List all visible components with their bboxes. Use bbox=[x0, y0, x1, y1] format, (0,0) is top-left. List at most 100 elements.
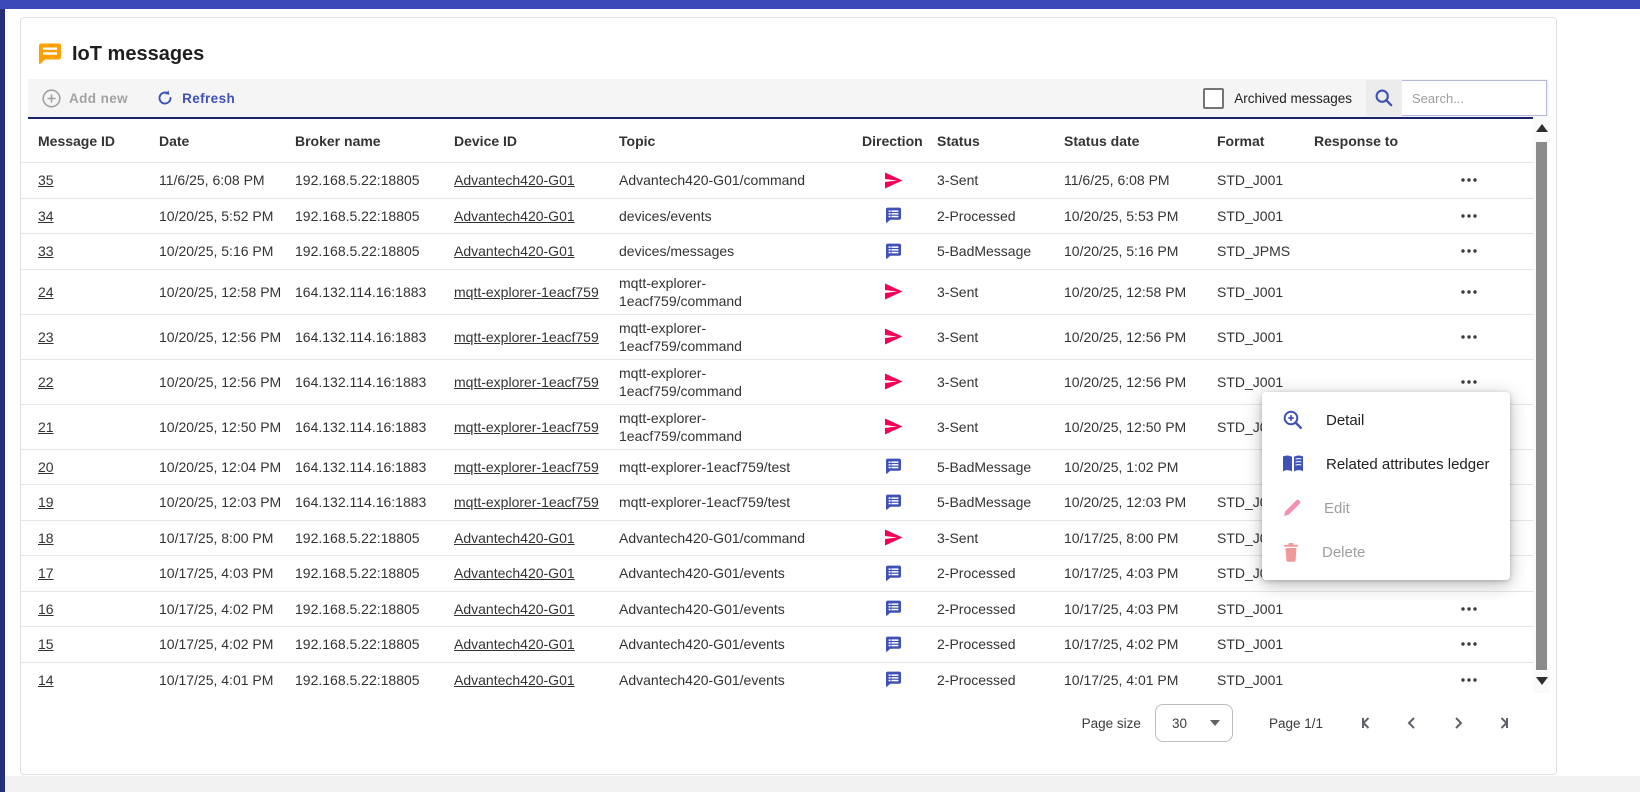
device-id-link[interactable]: Advantech420-G01 bbox=[454, 600, 575, 617]
device-id-link[interactable]: Advantech420-G01 bbox=[454, 172, 575, 189]
plus-circle-icon bbox=[42, 88, 61, 108]
device-id-link[interactable]: Advantech420-G01 bbox=[454, 243, 575, 260]
row-actions-more-icon[interactable] bbox=[1460, 213, 1478, 219]
format-cell: STD_J001 bbox=[1217, 283, 1284, 300]
message-id-link[interactable]: 23 bbox=[38, 328, 54, 345]
broker-name-cell: 192.168.5.22:18805 bbox=[295, 207, 420, 224]
device-id-link[interactable]: Advantech420-G01 bbox=[454, 636, 575, 653]
sent-direction-icon bbox=[884, 529, 903, 546]
row-actions-more-icon[interactable] bbox=[1460, 289, 1478, 295]
column-header-broker-name[interactable]: Broker name bbox=[295, 132, 381, 149]
column-header-response-to[interactable]: Response to bbox=[1314, 132, 1399, 149]
status-cell: 5-BadMessage bbox=[937, 243, 1032, 260]
message-id-link[interactable]: 33 bbox=[38, 243, 54, 260]
column-header-status-date[interactable]: Status date bbox=[1064, 132, 1140, 149]
page-size-select[interactable]: 30 bbox=[1154, 704, 1233, 742]
page-size-value: 30 bbox=[1171, 715, 1187, 731]
row-actions-more-icon[interactable] bbox=[1460, 641, 1478, 647]
status-cell: 3-Sent bbox=[937, 373, 979, 390]
add-new-label: Add new bbox=[69, 90, 129, 106]
direction-cell bbox=[862, 414, 937, 439]
message-id-link[interactable]: 35 bbox=[38, 172, 54, 189]
menu-item-detail[interactable]: Detail bbox=[1262, 398, 1510, 442]
message-id-link[interactable]: 21 bbox=[38, 418, 54, 435]
left-edge-strip bbox=[0, 9, 5, 792]
table-row[interactable]: 34 10/20/25, 5:52 PM 192.168.5.22:18805 … bbox=[21, 199, 1533, 234]
first-page-icon[interactable] bbox=[1357, 714, 1375, 732]
device-id-link[interactable]: Advantech420-G01 bbox=[454, 671, 575, 688]
prev-page-icon[interactable] bbox=[1403, 714, 1421, 732]
search-button[interactable] bbox=[1366, 80, 1402, 116]
scroll-down-arrow-icon[interactable] bbox=[1536, 677, 1548, 685]
column-header-device-id[interactable]: Device ID bbox=[454, 132, 518, 149]
message-id-link[interactable]: 17 bbox=[38, 565, 54, 582]
refresh-button[interactable]: Refresh bbox=[142, 79, 249, 117]
column-header-topic[interactable]: Topic bbox=[619, 132, 656, 149]
direction-cell bbox=[862, 525, 937, 550]
format-cell: STD_J001 bbox=[1217, 328, 1284, 345]
column-header-message-id[interactable]: Message ID bbox=[38, 132, 116, 149]
column-header-direction[interactable]: Direction bbox=[862, 132, 923, 149]
status-date-cell: 10/17/25, 4:03 PM bbox=[1064, 600, 1179, 617]
message-id-link[interactable]: 19 bbox=[38, 494, 54, 511]
pagination-bar: Page size 30 Page 1/1 bbox=[21, 699, 1527, 747]
row-actions-more-icon[interactable] bbox=[1460, 248, 1478, 254]
message-id-link[interactable]: 18 bbox=[38, 529, 54, 546]
table-row[interactable]: 14 10/17/25, 4:01 PM 192.168.5.22:18805 … bbox=[21, 663, 1533, 695]
menu-item-label: Related attributes ledger bbox=[1326, 455, 1490, 473]
column-header-status[interactable]: Status bbox=[937, 132, 980, 149]
date-cell: 10/20/25, 5:16 PM bbox=[159, 243, 274, 260]
table-row[interactable]: 33 10/20/25, 5:16 PM 192.168.5.22:18805 … bbox=[21, 234, 1533, 270]
row-actions-more-icon[interactable] bbox=[1460, 177, 1478, 183]
device-id-link[interactable]: mqtt-explorer-1eacf759 bbox=[454, 418, 599, 435]
message-id-link[interactable]: 24 bbox=[38, 283, 54, 300]
topic-cell: devices/messages bbox=[619, 243, 735, 260]
device-id-link[interactable]: mqtt-explorer-1eacf759 bbox=[454, 283, 599, 300]
message-id-link[interactable]: 20 bbox=[38, 458, 54, 475]
table-row[interactable]: 35 11/6/25, 6:08 PM 192.168.5.22:18805 A… bbox=[21, 163, 1533, 199]
table-row[interactable]: 16 10/17/25, 4:02 PM 192.168.5.22:18805 … bbox=[21, 592, 1533, 627]
date-cell: 10/20/25, 12:58 PM bbox=[159, 283, 282, 300]
add-new-button[interactable]: Add new bbox=[28, 79, 142, 117]
device-id-link[interactable]: Advantech420-G01 bbox=[454, 207, 575, 224]
row-actions-more-icon[interactable] bbox=[1460, 334, 1478, 340]
message-id-link[interactable]: 15 bbox=[38, 636, 54, 653]
table-row[interactable]: 23 10/20/25, 12:56 PM 164.132.114.16:188… bbox=[21, 315, 1533, 360]
device-id-link[interactable]: Advantech420-G01 bbox=[454, 565, 575, 582]
table-header-row: Message ID Date Broker name Device ID To… bbox=[21, 119, 1533, 162]
row-actions-more-icon[interactable] bbox=[1460, 677, 1478, 683]
device-id-link[interactable]: Advantech420-G01 bbox=[454, 529, 575, 546]
next-page-icon[interactable] bbox=[1449, 714, 1467, 732]
status-cell: 5-BadMessage bbox=[937, 494, 1032, 511]
scroll-up-arrow-icon[interactable] bbox=[1536, 124, 1548, 132]
search-input[interactable] bbox=[1402, 80, 1547, 116]
scrollbar-thumb[interactable] bbox=[1536, 142, 1547, 670]
column-header-format[interactable]: Format bbox=[1217, 132, 1265, 149]
last-page-icon[interactable] bbox=[1495, 714, 1513, 732]
device-id-link[interactable]: mqtt-explorer-1eacf759 bbox=[454, 373, 599, 390]
device-id-link[interactable]: mqtt-explorer-1eacf759 bbox=[454, 494, 599, 511]
device-id-link[interactable]: mqtt-explorer-1eacf759 bbox=[454, 458, 599, 475]
table-row[interactable]: 19 10/20/25, 12:03 PM 164.132.114.16:188… bbox=[21, 485, 1533, 521]
archived-messages-checkbox[interactable] bbox=[1203, 87, 1225, 109]
table-row[interactable]: 24 10/20/25, 12:58 PM 164.132.114.16:188… bbox=[21, 270, 1533, 315]
message-id-link[interactable]: 22 bbox=[38, 373, 54, 390]
vertical-scrollbar[interactable] bbox=[1533, 116, 1550, 693]
message-id-link[interactable]: 14 bbox=[38, 671, 54, 688]
refresh-label: Refresh bbox=[182, 90, 236, 106]
row-actions-more-icon[interactable] bbox=[1460, 379, 1478, 385]
table-row[interactable]: 20 10/20/25, 12:04 PM 164.132.114.16:188… bbox=[21, 450, 1533, 485]
message-id-link[interactable]: 16 bbox=[38, 600, 54, 617]
device-id-link[interactable]: mqtt-explorer-1eacf759 bbox=[454, 328, 599, 345]
message-id-link[interactable]: 34 bbox=[38, 207, 54, 224]
broker-name-cell: 192.168.5.22:18805 bbox=[295, 600, 420, 617]
zoom-in-icon bbox=[1282, 409, 1304, 431]
column-header-date[interactable]: Date bbox=[159, 132, 190, 149]
table-row[interactable]: 15 10/17/25, 4:02 PM 192.168.5.22:18805 … bbox=[21, 627, 1533, 663]
table-row[interactable]: 22 10/20/25, 12:56 PM 164.132.114.16:188… bbox=[21, 360, 1533, 405]
menu-item-related-attributes-ledger[interactable]: Related attributes ledger bbox=[1262, 442, 1510, 486]
row-actions-more-icon[interactable] bbox=[1460, 606, 1478, 612]
broker-name-cell: 164.132.114.16:1883 bbox=[295, 458, 427, 475]
table-row[interactable]: 17 10/17/25, 4:03 PM 192.168.5.22:18805 … bbox=[21, 556, 1533, 592]
response-to-cell bbox=[1314, 333, 1434, 341]
